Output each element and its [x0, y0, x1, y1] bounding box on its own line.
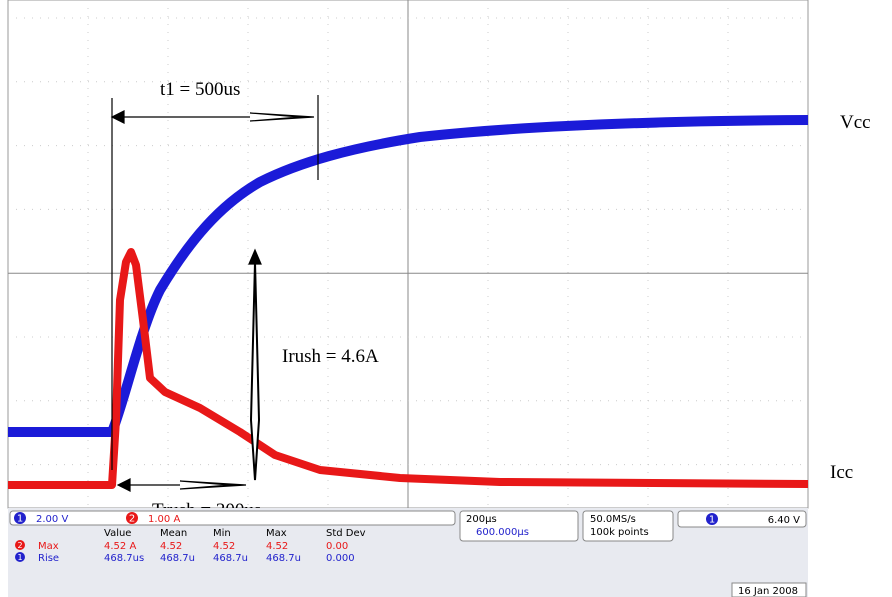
- ch-num: 1: [709, 515, 715, 526]
- ch-badge: [126, 512, 138, 524]
- column-header: Std Dev: [326, 528, 366, 539]
- measure-value: 0.00: [326, 541, 348, 552]
- measure-value: 468.7u: [213, 553, 248, 564]
- icc-trace: [8, 248, 809, 489]
- arrow-head: [249, 112, 315, 122]
- arrow-head: [110, 110, 125, 124]
- ch-badge: [15, 552, 25, 562]
- date: 16 Jan 2008: [738, 586, 798, 597]
- annotation: Vcc: [840, 112, 871, 133]
- column-header: Min: [213, 528, 231, 539]
- grid: [8, 0, 808, 508]
- ch-num: 1: [17, 514, 23, 525]
- points: 100k points: [590, 527, 649, 538]
- measure-value: 468.7u: [160, 553, 195, 564]
- ch-scale: 2.00 V: [36, 514, 68, 525]
- arrow-head: [179, 480, 247, 490]
- measure-value: 468.7u: [266, 553, 301, 564]
- timebase: 200µs: [466, 514, 497, 525]
- readout-panel: 1 2.00 V 2 1.00 A 200µs 600.000µs 50.0MS…: [8, 508, 808, 597]
- ch-badge: [706, 513, 718, 525]
- column-header: Value: [104, 528, 131, 539]
- timebase-box: [459, 510, 579, 542]
- rate-box: [582, 510, 674, 542]
- measure-value: 468.7us: [104, 553, 144, 564]
- measure-value: 4.52: [213, 541, 235, 552]
- annotation: t1 = 500us: [160, 79, 240, 100]
- measure-value: 0.000: [326, 553, 355, 564]
- arrow: [249, 261, 261, 481]
- measure-name: Rise: [38, 553, 59, 564]
- annotations: [110, 95, 319, 492]
- measure-value: 4.52 A: [104, 541, 136, 552]
- ch-badge: [15, 540, 25, 550]
- rate: 50.0MS/s: [590, 514, 636, 525]
- measure-value: 4.52: [160, 541, 182, 552]
- annotation: Irush = 4.6A: [282, 346, 379, 367]
- ch-num: 2: [129, 514, 135, 525]
- annotation: Icc: [830, 462, 853, 483]
- trigger-level: 6.40 V: [768, 515, 800, 526]
- delay: 600.000µs: [476, 527, 529, 538]
- ch-scale: 1.00 A: [148, 514, 180, 525]
- date-box: [731, 582, 807, 597]
- scale-box: [9, 510, 456, 526]
- column-header: Max: [266, 528, 287, 539]
- column-header: Mean: [160, 528, 187, 539]
- ch-badge: [14, 512, 26, 524]
- ch-num: 1: [17, 553, 22, 562]
- measure-value: 4.52: [266, 541, 288, 552]
- arrow-head: [116, 478, 131, 492]
- measure-name: Max: [38, 541, 59, 552]
- ch-num: 2: [17, 541, 22, 550]
